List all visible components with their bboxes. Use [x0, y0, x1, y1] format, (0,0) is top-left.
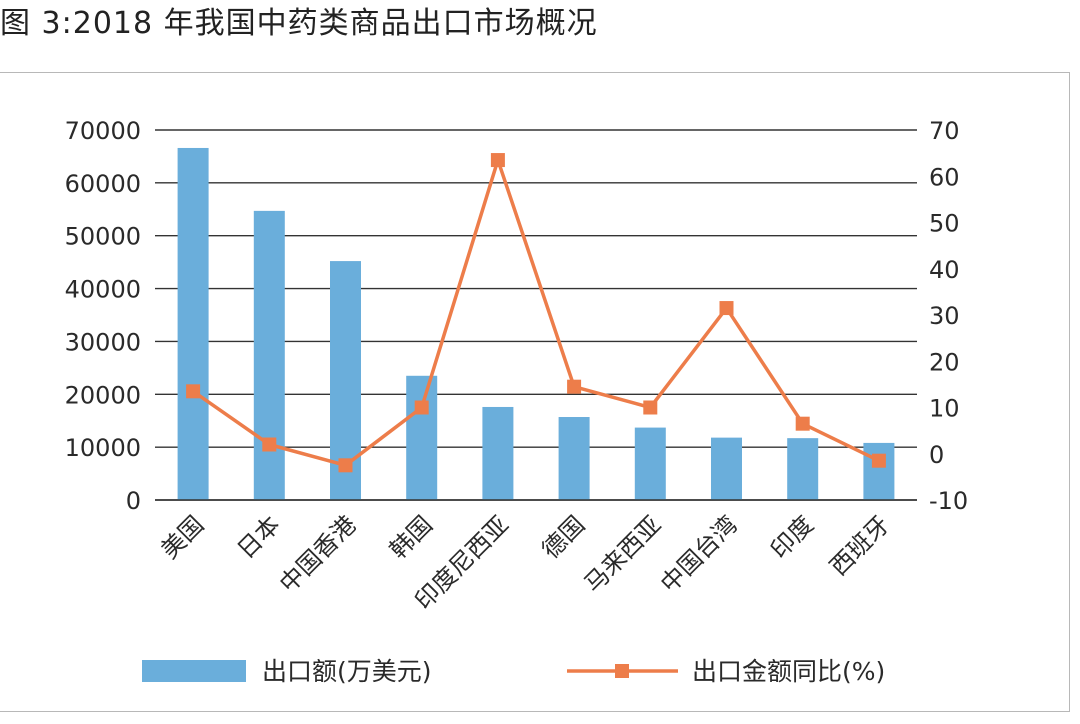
bar	[711, 437, 742, 500]
x-tick-label: 马来西亚	[579, 510, 667, 598]
line-marker	[567, 379, 582, 394]
y-left-tick-label: 0	[126, 487, 141, 515]
x-tick-label: 中国台湾	[655, 510, 743, 598]
y-right-tick-label: 0	[929, 441, 944, 469]
y-left-tick-label: 70000	[65, 117, 141, 145]
line-marker	[186, 384, 201, 399]
y-right-tick-label: 30	[929, 302, 960, 330]
y-right-tick-label: 60	[929, 163, 960, 191]
y-right-tick-label: 40	[929, 256, 960, 284]
right-axis-ticks: -10 0 10 20 30 40 50 60 70	[929, 117, 968, 515]
left-axis-ticks: 0 10000 20000 30000 40000 50000 60000 70000	[65, 117, 141, 515]
line-marker	[262, 437, 277, 452]
line-marker	[871, 453, 886, 468]
y-right-tick-label: 10	[929, 395, 960, 423]
x-tick-label: 德国	[537, 510, 591, 564]
chart-frame	[0, 72, 1070, 712]
y-left-tick-label: 20000	[65, 381, 141, 409]
bar	[482, 406, 514, 500]
bar	[863, 442, 895, 500]
y-left-tick-label: 10000	[65, 434, 141, 462]
x-tick-label: 西班牙	[824, 510, 895, 581]
bar	[787, 438, 819, 500]
bar	[253, 210, 285, 500]
y-right-tick-label: 50	[929, 210, 960, 238]
bar	[558, 417, 590, 500]
legend-line-marker	[615, 664, 629, 678]
line-marker	[643, 400, 658, 415]
y-right-tick-label: 70	[929, 117, 960, 145]
bar-series	[177, 147, 895, 500]
bar	[406, 375, 438, 500]
legend-bar-swatch	[142, 660, 246, 682]
y-right-tick-label: -10	[929, 487, 968, 515]
line-marker	[338, 458, 353, 473]
y-left-tick-label: 30000	[65, 328, 141, 356]
legend-line-label: 出口金额同比(%)	[692, 657, 885, 686]
y-left-tick-label: 40000	[65, 276, 141, 304]
x-tick-label: 中国香港	[274, 510, 362, 598]
legend: 出口额(万美元) 出口金额同比(%)	[142, 657, 885, 686]
y-right-tick-label: 20	[929, 348, 960, 376]
line-marker	[414, 400, 429, 415]
x-tick-label: 韩国	[384, 510, 438, 564]
x-tick-label: 美国	[156, 510, 210, 564]
x-tick-label: 印度	[765, 510, 819, 564]
y-left-tick-label: 60000	[65, 170, 141, 198]
y-left-tick-label: 50000	[65, 223, 141, 251]
bar	[634, 427, 666, 500]
line-marker	[795, 416, 810, 431]
line-marker	[719, 301, 734, 316]
line-series	[186, 153, 886, 473]
figure-title: 图 3:2018 年我国中药类商品出口市场概况	[0, 6, 598, 41]
bar	[177, 147, 209, 500]
line-marker	[490, 153, 505, 168]
series-line	[192, 158, 880, 468]
x-tick-label: 日本	[232, 510, 286, 564]
legend-bar-label: 出口额(万美元)	[262, 657, 432, 686]
